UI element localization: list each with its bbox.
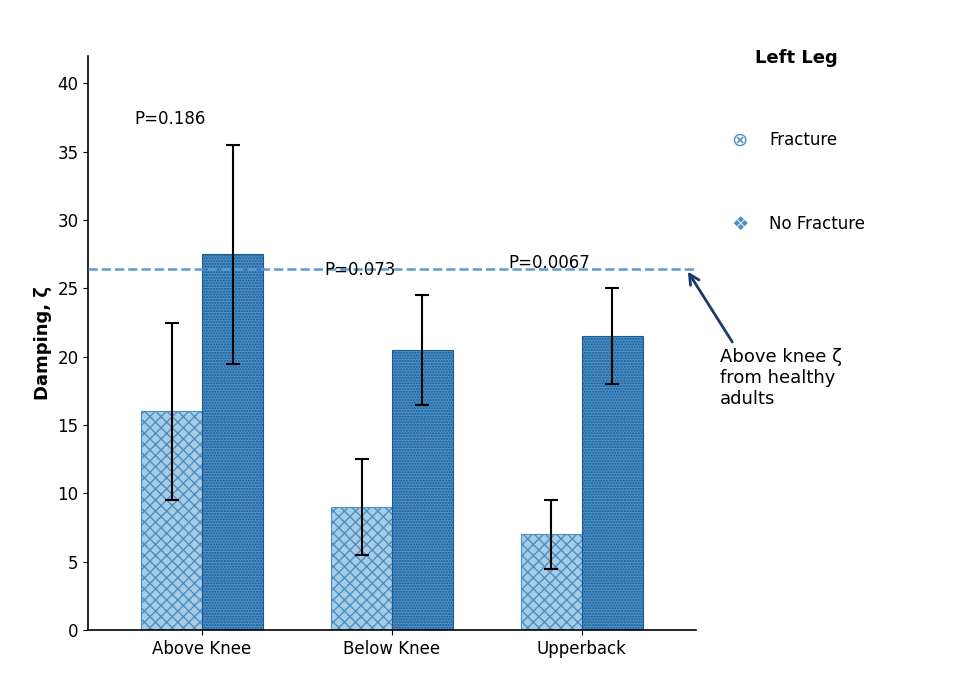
Bar: [202, 254, 263, 630]
Text: Left Leg: Left Leg: [755, 49, 837, 67]
Bar: [331, 507, 392, 630]
Text: Above knee ζ
from healthy
adults: Above knee ζ from healthy adults: [720, 348, 842, 408]
Text: ❖: ❖: [731, 214, 749, 234]
Text: No Fracture: No Fracture: [769, 215, 865, 233]
Bar: [582, 336, 643, 630]
Text: Fracture: Fracture: [769, 131, 838, 149]
Text: P=0.186: P=0.186: [134, 111, 206, 128]
Text: P=0.0067: P=0.0067: [509, 254, 591, 272]
Bar: [141, 412, 202, 630]
Bar: [392, 350, 453, 630]
Bar: [521, 534, 582, 630]
Y-axis label: Damping, ζ: Damping, ζ: [33, 286, 52, 400]
Text: ⊗: ⊗: [732, 130, 748, 150]
Text: P=0.073: P=0.073: [324, 261, 395, 279]
